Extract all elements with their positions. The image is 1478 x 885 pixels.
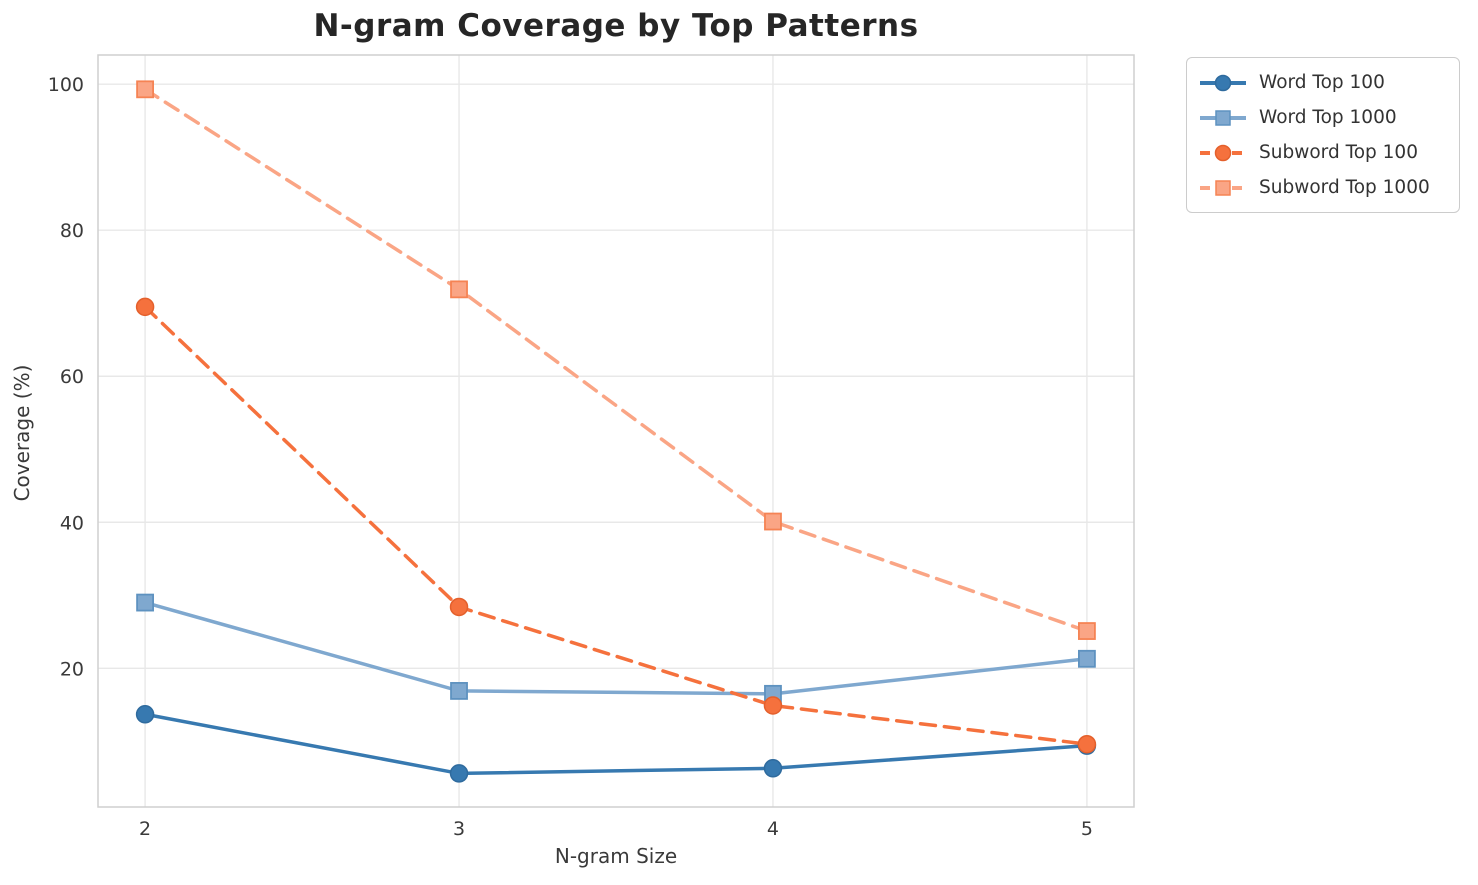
series-line-word-top-100: [143, 712, 1089, 776]
legend: Word Top 100 Word Top 1000 Subword Top 100…: [1186, 57, 1460, 213]
data-point-marker: [449, 764, 469, 783]
square-marker-icon: [1215, 109, 1231, 126]
data-point-marker: [1078, 649, 1096, 668]
x-axis-label: N-gram Size: [554, 844, 678, 868]
data-point-marker: [449, 597, 469, 617]
y-tick-label: 20: [60, 658, 84, 680]
data-point-marker: [450, 280, 468, 299]
circle-marker-icon: [1214, 144, 1232, 161]
legend-label: Word Top 100: [1259, 72, 1385, 93]
data-point-marker: [764, 512, 782, 531]
legend-label: Word Top 1000: [1259, 107, 1397, 128]
series-line-subword-top-100: [143, 305, 1089, 746]
series-line-subword-top-1000: [143, 87, 1089, 633]
legend-label: Subword Top 1000: [1259, 177, 1430, 198]
x-tick-label: 3: [453, 818, 465, 840]
plot-area: [98, 55, 1134, 807]
y-tick-label: 80: [60, 220, 84, 242]
y-tick-label: 60: [60, 366, 84, 388]
legend-label: Subword Top 100: [1259, 142, 1418, 163]
legend-item: Word Top 1000: [1199, 103, 1447, 132]
circle-marker-icon: [1214, 74, 1232, 91]
y-tick-label: 100: [48, 74, 84, 96]
legend-item: Word Top 100: [1199, 68, 1447, 97]
x-tick-label: 2: [139, 818, 151, 840]
legend-sample-solid-line: [1200, 74, 1246, 91]
x-tick-label: 5: [1081, 818, 1093, 840]
data-point-marker: [135, 705, 155, 724]
series-line-word-top-1000: [143, 600, 1089, 696]
legend-sample-solid-line: [1200, 109, 1246, 126]
y-axis-label: Coverage (%): [10, 364, 34, 502]
legend-item: Subword Top 1000: [1199, 173, 1447, 202]
legend-sample-dashed-line: [1200, 144, 1246, 161]
data-point-marker: [1077, 734, 1097, 754]
data-point-marker: [136, 593, 154, 612]
legend-item: Subword Top 100: [1199, 138, 1447, 167]
x-tick-label: 4: [767, 818, 779, 840]
data-point-marker: [135, 297, 155, 317]
legend-sample-dashed-line: [1200, 179, 1246, 196]
chart-title: N-gram Coverage by Top Patterns: [313, 8, 919, 44]
data-point-marker: [450, 682, 468, 700]
square-marker-icon: [1215, 179, 1231, 196]
data-point-marker: [136, 80, 154, 99]
axes-spines: [97, 54, 1135, 808]
data-point-marker: [1078, 622, 1096, 640]
data-point-marker: [763, 759, 783, 778]
data-point-marker: [763, 696, 783, 715]
y-tick-label: 40: [60, 512, 84, 534]
